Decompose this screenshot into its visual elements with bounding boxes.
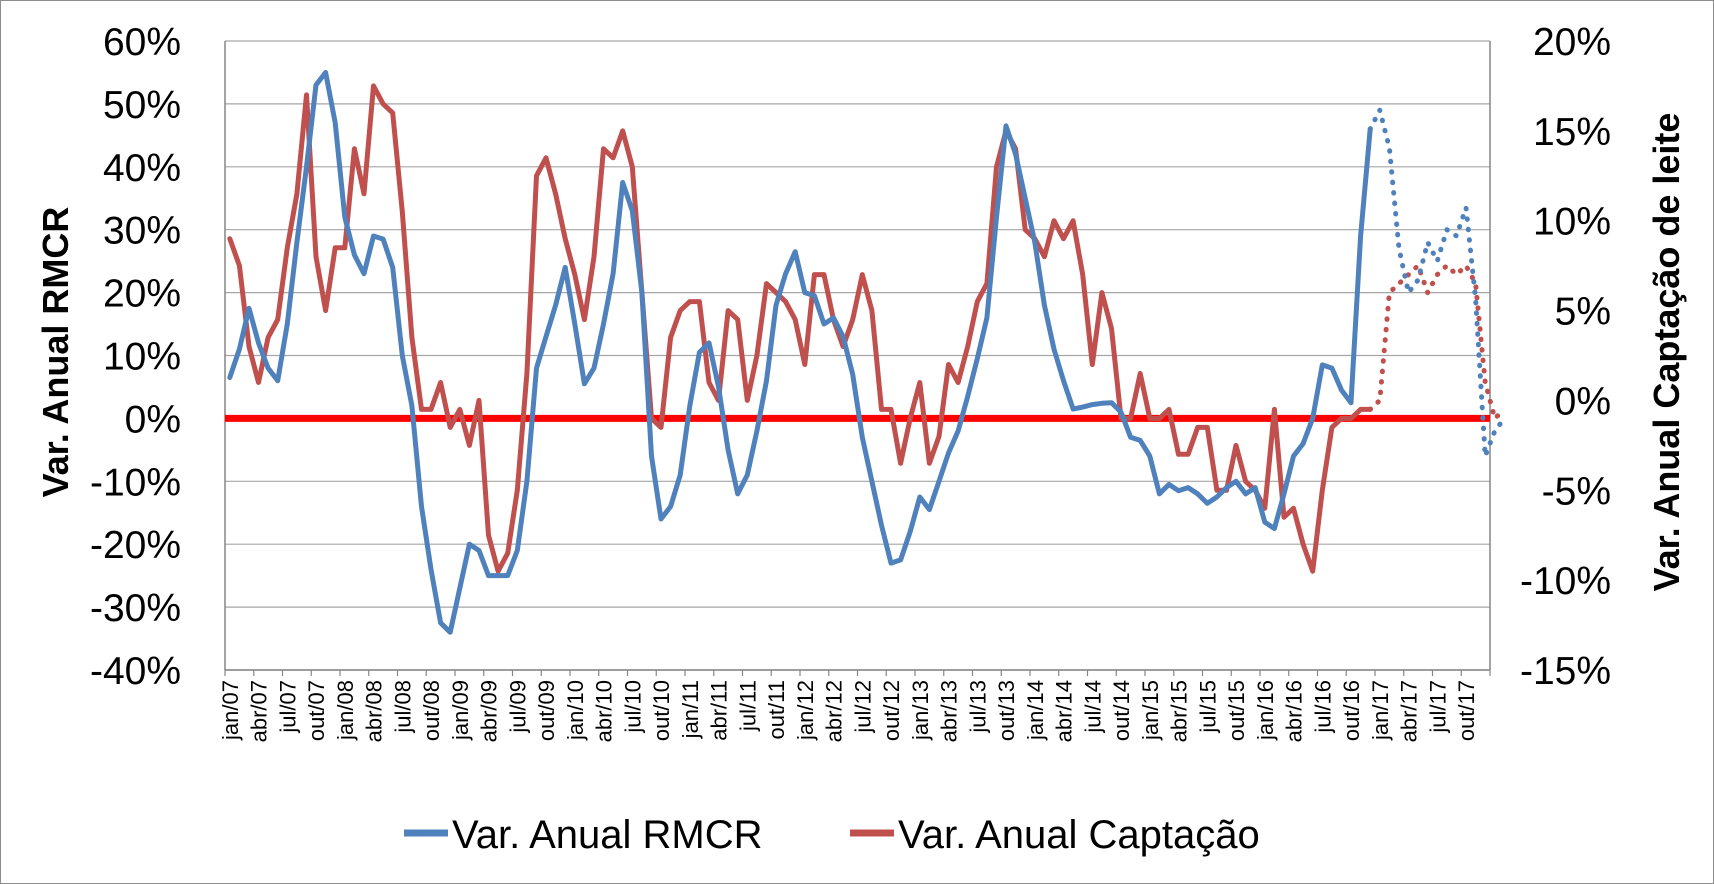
axes — [224, 41, 1491, 676]
x-tick-label: jul/16 — [1310, 680, 1335, 734]
x-tick-label: jan/11 — [678, 680, 703, 739]
left-y-axis-title: Var. Anual RMCR — [35, 207, 76, 498]
x-tick-label: out/13 — [994, 680, 1019, 741]
x-tick-label: abr/15 — [1167, 680, 1192, 742]
x-tick-label: out/10 — [649, 680, 674, 741]
x-tick-label: jul/11 — [735, 680, 760, 732]
x-tick-labels: jan/07 abr/07 jul/07 out/07 jan/08 abr/08 jul/… — [218, 680, 1479, 742]
right-y-tick-labels: -15% -10% -5% 0% 5% 10% 15% 20% — [1520, 21, 1611, 693]
x-tick-label: jan/08 — [333, 680, 358, 741]
x-tick-label: jan/07 — [218, 680, 243, 741]
x-tick-label: out/07 — [304, 680, 329, 741]
legend: Var. Anual RMCR Var. Anual Captação — [404, 813, 1260, 857]
left-y-tick-label: 60% — [103, 21, 181, 64]
x-tick-label: out/17 — [1454, 680, 1479, 741]
x-tick-label: out/16 — [1339, 680, 1364, 741]
x-tick-label: jan/15 — [1138, 680, 1163, 741]
x-tick-label: jul/14 — [1080, 680, 1105, 734]
x-tick-label: jul/12 — [850, 680, 875, 734]
left-y-tick-label: -10% — [90, 461, 181, 504]
x-tick-label: abr/11 — [707, 680, 732, 741]
left-y-tick-label: -20% — [90, 524, 181, 567]
x-tick-label: jan/10 — [563, 680, 588, 741]
x-tick-label: abr/17 — [1397, 680, 1422, 742]
series-forecast-captacao — [1367, 263, 1507, 421]
x-tick-label: out/12 — [879, 680, 904, 741]
x-tick-label: jan/13 — [908, 680, 933, 741]
right-y-tick-label: 20% — [1533, 21, 1611, 64]
right-y-tick-label: 15% — [1533, 111, 1611, 154]
x-tick-label: jan/12 — [793, 680, 818, 741]
x-tick-label: abr/08 — [362, 680, 387, 742]
x-tick-label: abr/14 — [1052, 680, 1077, 742]
right-y-axis-title: Var. Anual Captação de leite — [1646, 113, 1687, 592]
left-y-tick-label: -40% — [90, 650, 181, 693]
x-tick-label: abr/12 — [822, 680, 847, 742]
x-tick-label: abr/16 — [1282, 680, 1307, 742]
left-y-tick-label: 40% — [103, 147, 181, 190]
x-tick-label: jul/10 — [620, 680, 645, 734]
left-y-tick-label: -30% — [90, 587, 181, 630]
x-tick-label: jul/17 — [1425, 680, 1450, 734]
x-tick-label: jan/16 — [1253, 680, 1278, 741]
x-tick-label: abr/07 — [247, 680, 272, 742]
right-y-tick-label: -10% — [1520, 560, 1611, 603]
right-y-tick-label: 5% — [1555, 291, 1611, 334]
right-y-tick-label: -15% — [1520, 650, 1611, 693]
x-tick-label: out/11 — [764, 680, 789, 740]
x-tick-label: abr/10 — [592, 680, 617, 742]
x-tick-label: jan/09 — [448, 680, 473, 741]
x-tick-label: abr/13 — [937, 680, 962, 742]
x-tick-label: jul/13 — [965, 680, 990, 734]
left-y-tick-label: 20% — [103, 273, 181, 316]
x-tick-label: jul/07 — [275, 680, 300, 734]
series-lines — [227, 70, 1507, 635]
x-tick-label: jan/17 — [1368, 680, 1393, 741]
series-line-rmcr — [227, 70, 1373, 635]
series-forecast-rmcr — [1367, 107, 1507, 459]
right-y-tick-label: -5% — [1542, 470, 1611, 513]
legend-label-captacao: Var. Anual Captação — [898, 813, 1260, 857]
x-tick-label: out/15 — [1224, 680, 1249, 741]
x-tick-label: jul/15 — [1195, 680, 1220, 734]
left-y-tick-label: 10% — [103, 336, 181, 379]
left-y-tick-labels: -40% -30% -20% -10% 0% 10% 20% 30% 40% 50% 60% — [90, 21, 181, 693]
x-tick-label: out/09 — [534, 680, 559, 741]
right-y-tick-label: 0% — [1555, 380, 1611, 423]
x-tick-label: jul/08 — [390, 680, 415, 734]
legend-label-rmcr: Var. Anual RMCR — [452, 813, 763, 857]
left-y-tick-label: 50% — [103, 84, 181, 127]
left-y-tick-label: 0% — [125, 398, 181, 441]
x-tick-label: out/08 — [419, 680, 444, 741]
x-tick-label: out/14 — [1109, 680, 1134, 741]
x-tick-label: jul/09 — [505, 680, 530, 734]
left-y-tick-label: 30% — [103, 210, 181, 253]
right-y-tick-label: 10% — [1533, 201, 1611, 244]
x-tick-label: abr/09 — [477, 680, 502, 742]
x-tick-label: jan/14 — [1023, 680, 1048, 741]
series-line-captacao — [227, 83, 1373, 574]
